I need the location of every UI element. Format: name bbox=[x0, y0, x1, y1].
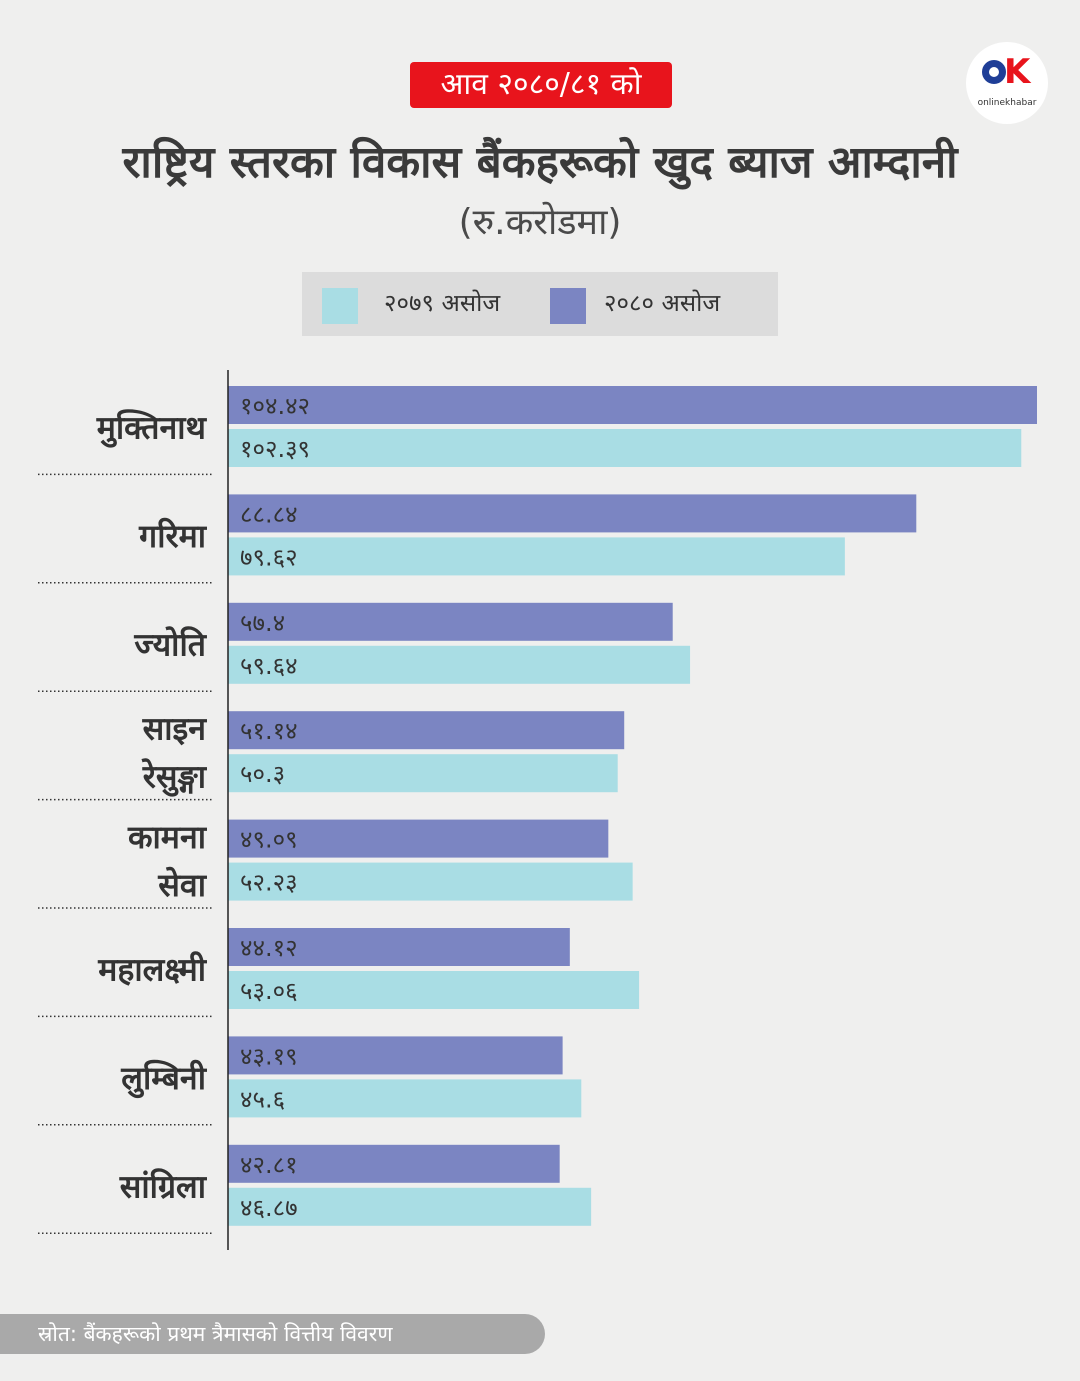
bar-2080 bbox=[228, 1036, 563, 1075]
logo-o-mark bbox=[982, 60, 1006, 84]
bar-2080 bbox=[228, 1144, 560, 1183]
category-label: ज्योति bbox=[133, 625, 207, 663]
bar-2080 bbox=[228, 494, 917, 533]
data-label: ४६.८७ bbox=[240, 1194, 298, 1222]
category-label: रेसुङ्गा bbox=[142, 758, 208, 798]
data-label: ५९.६४ bbox=[240, 652, 298, 680]
category-label: साइन bbox=[142, 710, 208, 748]
chart-legend: २०७९ असोज २०८० असोज bbox=[302, 272, 778, 336]
onlinekhabar-logo: K onlinekhabar bbox=[966, 42, 1048, 124]
bar-2080 bbox=[228, 386, 1037, 424]
bar-2079 bbox=[228, 1079, 582, 1118]
data-label: ४९.०९ bbox=[240, 826, 298, 854]
bar-2079 bbox=[228, 429, 1022, 467]
category-label: सेवा bbox=[157, 866, 207, 904]
bar-2079 bbox=[228, 754, 618, 793]
logo-k-mark: K bbox=[1004, 52, 1031, 92]
bar-2079 bbox=[228, 971, 640, 1009]
bar-2079 bbox=[228, 862, 633, 901]
chart-title: राष्ट्रिय स्तरका विकास बैंकहरूको खुद ब्य… bbox=[122, 137, 958, 188]
legend-swatch-2080 bbox=[550, 288, 586, 324]
source-note: स्रोत: बैंकहरूको प्रथम त्रैमासको वित्तीय… bbox=[0, 1314, 545, 1354]
legend-label-2080: २०८० असोज bbox=[604, 289, 721, 317]
data-label: ४५.६ bbox=[240, 1085, 285, 1113]
category-label: मुक्तिनाथ bbox=[96, 409, 208, 449]
data-label: १०४.४२ bbox=[240, 392, 310, 420]
bar-2080 bbox=[228, 819, 609, 858]
data-label: ५७.४ bbox=[240, 609, 285, 637]
bar-2080 bbox=[228, 602, 673, 641]
category-label: लुम्बिनी bbox=[120, 1059, 207, 1099]
category-label: सांग्रिला bbox=[119, 1167, 208, 1205]
data-label: ७९.६२ bbox=[240, 543, 298, 571]
category-label: कामना bbox=[127, 818, 208, 856]
bar-2079 bbox=[228, 1187, 592, 1226]
bar-2079 bbox=[228, 537, 845, 576]
data-label: ५१.१४ bbox=[240, 717, 298, 745]
legend-swatch-2079 bbox=[322, 288, 358, 324]
data-label: ८८.८४ bbox=[240, 500, 298, 528]
bar-2079 bbox=[228, 645, 691, 684]
data-label: ४२.८१ bbox=[240, 1151, 298, 1179]
legend-label-2079: २०७९ असोज bbox=[384, 289, 501, 317]
data-label: १०२.३९ bbox=[240, 435, 310, 463]
data-label: ५२.२३ bbox=[240, 869, 298, 897]
data-label: ४४.१२ bbox=[240, 934, 298, 962]
data-label: ५०.३ bbox=[240, 760, 285, 788]
data-label: ५३.०६ bbox=[240, 977, 298, 1005]
category-label: गरिमा bbox=[138, 517, 208, 555]
bar-2080 bbox=[228, 711, 625, 750]
chart-subtitle: (रु.करोडमा) bbox=[458, 202, 622, 243]
bar-chart: १०४.४२ १०२.३९ मुक्तिनाथ ८८.८४ ७९.६२ गरिमा ५७.४… bbox=[38, 370, 1037, 1250]
category-label: महालक्ष्मी bbox=[97, 951, 207, 989]
data-label: ४३.१९ bbox=[240, 1042, 298, 1070]
bar-2080 bbox=[228, 928, 570, 966]
fiscal-year-tag: आव २०८०/८१ को bbox=[410, 62, 672, 108]
logo-wordmark: onlinekhabar bbox=[977, 98, 1037, 108]
